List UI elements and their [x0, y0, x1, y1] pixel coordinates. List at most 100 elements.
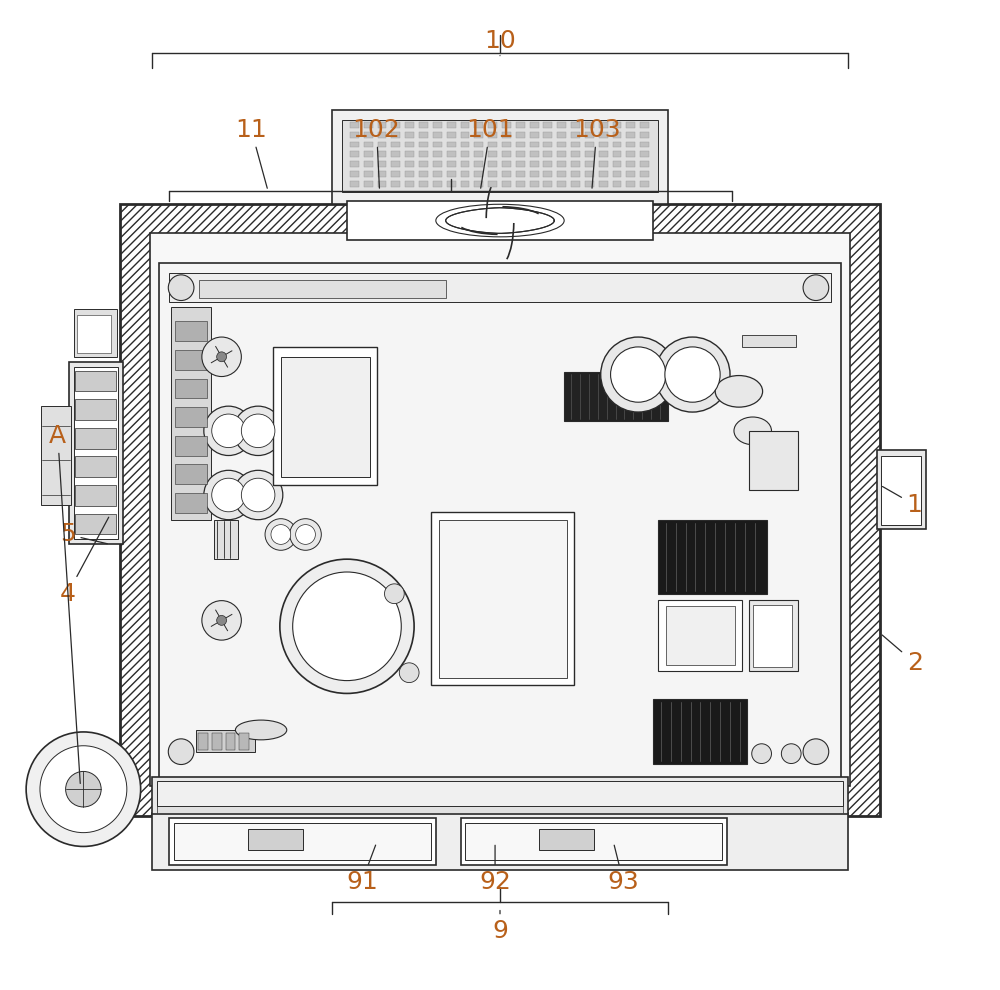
- Bar: [364, 171, 373, 177]
- Bar: [640, 142, 649, 148]
- Bar: [378, 151, 386, 157]
- Bar: [557, 122, 566, 128]
- Text: 1: 1: [882, 486, 923, 517]
- Bar: [461, 181, 469, 187]
- Text: 10: 10: [484, 29, 516, 55]
- Circle shape: [241, 414, 275, 447]
- Bar: [405, 181, 414, 187]
- Bar: [465, 823, 722, 860]
- Bar: [378, 181, 386, 187]
- Circle shape: [168, 739, 194, 764]
- Text: 2: 2: [882, 635, 923, 675]
- Bar: [447, 142, 456, 148]
- Ellipse shape: [715, 375, 763, 407]
- Bar: [391, 171, 400, 177]
- Bar: [405, 142, 414, 148]
- Bar: [364, 122, 373, 128]
- Bar: [405, 161, 414, 167]
- Bar: [75, 428, 116, 448]
- Circle shape: [212, 478, 245, 512]
- Circle shape: [803, 275, 829, 301]
- Bar: [557, 161, 566, 167]
- Bar: [75, 514, 116, 535]
- Bar: [447, 122, 456, 128]
- Bar: [585, 171, 594, 177]
- Bar: [474, 161, 483, 167]
- Bar: [516, 161, 525, 167]
- Text: A: A: [49, 424, 80, 783]
- Bar: [364, 181, 373, 187]
- Bar: [749, 431, 798, 490]
- Bar: [585, 132, 594, 138]
- Bar: [599, 132, 608, 138]
- Bar: [564, 371, 668, 421]
- Bar: [474, 151, 483, 157]
- Bar: [599, 161, 608, 167]
- Bar: [488, 181, 497, 187]
- Circle shape: [655, 337, 730, 412]
- Circle shape: [217, 351, 227, 361]
- Bar: [502, 142, 511, 148]
- Bar: [332, 110, 668, 204]
- Bar: [169, 273, 831, 303]
- Bar: [585, 142, 594, 148]
- Bar: [571, 151, 580, 157]
- Bar: [474, 181, 483, 187]
- Bar: [433, 142, 442, 148]
- Bar: [530, 171, 539, 177]
- Circle shape: [202, 601, 241, 641]
- Bar: [488, 122, 497, 128]
- Bar: [461, 818, 727, 865]
- Bar: [248, 829, 303, 850]
- Bar: [364, 132, 373, 138]
- Bar: [350, 161, 359, 167]
- Bar: [571, 171, 580, 177]
- Bar: [461, 151, 469, 157]
- Bar: [877, 449, 926, 529]
- Circle shape: [265, 519, 297, 550]
- Bar: [530, 161, 539, 167]
- Bar: [626, 122, 635, 128]
- Bar: [199, 280, 446, 298]
- Bar: [391, 161, 400, 167]
- Bar: [433, 132, 442, 138]
- Bar: [461, 122, 469, 128]
- Bar: [516, 171, 525, 177]
- Bar: [599, 171, 608, 177]
- Bar: [405, 171, 414, 177]
- Bar: [543, 122, 552, 128]
- Bar: [405, 122, 414, 128]
- Bar: [543, 161, 552, 167]
- Bar: [502, 151, 511, 157]
- Bar: [364, 151, 373, 157]
- Bar: [543, 132, 552, 138]
- Bar: [350, 171, 359, 177]
- Bar: [613, 151, 621, 157]
- Bar: [502, 181, 511, 187]
- Bar: [239, 733, 249, 749]
- Circle shape: [665, 346, 720, 402]
- Bar: [447, 161, 456, 167]
- Circle shape: [217, 616, 227, 626]
- Circle shape: [204, 470, 253, 520]
- Bar: [640, 122, 649, 128]
- Bar: [175, 321, 207, 341]
- Bar: [516, 151, 525, 157]
- Bar: [585, 181, 594, 187]
- Text: 102: 102: [353, 118, 400, 188]
- Bar: [753, 605, 792, 667]
- Circle shape: [40, 745, 127, 833]
- Bar: [613, 142, 621, 148]
- Bar: [273, 346, 377, 485]
- Bar: [502, 171, 511, 177]
- Bar: [157, 805, 843, 813]
- Bar: [447, 171, 456, 177]
- Circle shape: [293, 572, 401, 680]
- Text: 4: 4: [60, 517, 109, 606]
- Circle shape: [204, 406, 253, 455]
- Bar: [226, 733, 235, 749]
- Bar: [212, 733, 222, 749]
- Bar: [474, 122, 483, 128]
- Bar: [342, 120, 658, 192]
- Bar: [474, 171, 483, 177]
